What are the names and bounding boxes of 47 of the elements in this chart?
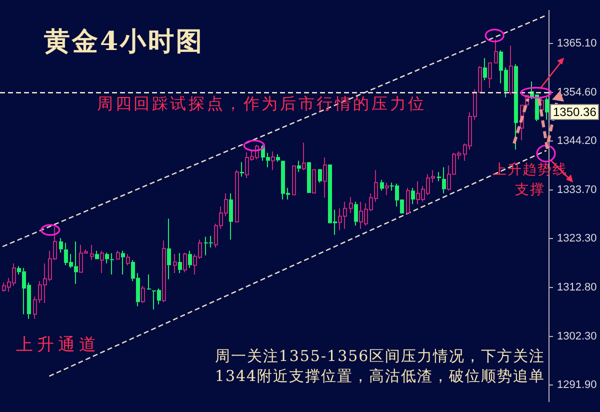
candlestick (167, 218, 171, 280)
candlestick (442, 166, 446, 194)
candlestick (90, 244, 94, 261)
candlestick (121, 250, 125, 276)
candlestick (349, 196, 353, 214)
candlestick (162, 240, 166, 303)
candlestick (483, 58, 487, 81)
candlestick (514, 64, 518, 150)
candlestick (59, 238, 63, 254)
y-tick-label: 1302.30 (557, 330, 597, 343)
candlestick (509, 45, 513, 96)
candlestick (105, 252, 109, 264)
candlestick (276, 154, 280, 162)
candlestick (488, 62, 492, 89)
candlestick (323, 157, 327, 198)
candlestick (292, 165, 296, 196)
y-tick-label: 1291.90 (557, 379, 597, 392)
candlestick (178, 252, 182, 274)
y-tick-label: 1312.80 (557, 282, 597, 294)
candlestick (545, 96, 549, 120)
candlestick (354, 201, 358, 226)
candlestick (302, 142, 306, 171)
candlestick (95, 250, 99, 260)
candlestick (385, 182, 389, 196)
candlestick (380, 179, 384, 192)
y-tick-label: 1365.10 (557, 38, 597, 50)
candlestick (100, 250, 104, 274)
text: 黄金4小时图 (44, 26, 204, 59)
text: 1350.36 (550, 104, 600, 120)
candlestick (271, 150, 275, 171)
annotation: 周四回踩试探点，作为后市行情的压力位 (97, 94, 426, 115)
candlestick (229, 192, 233, 240)
candlestick (437, 171, 441, 182)
candlestick (411, 187, 415, 205)
candlestick (494, 39, 498, 64)
candlestick (173, 254, 177, 274)
candlestick (312, 169, 316, 194)
annotation: 上升通道 (16, 334, 100, 356)
y-tick-label: 1323.30 (557, 232, 597, 245)
y-tick-label: 1333.70 (557, 184, 597, 196)
candlestick (240, 162, 244, 178)
annotation: 周一关注1355-1356区间压力情况，下方关注1344附近支撑位置，高沽低渣，破位顺势追单 (214, 346, 546, 386)
candlestick (110, 252, 114, 276)
candlestick (188, 250, 192, 269)
candlestick (147, 274, 151, 290)
y-tick-label: 1344.20 (557, 135, 597, 148)
candlestick (297, 160, 301, 172)
